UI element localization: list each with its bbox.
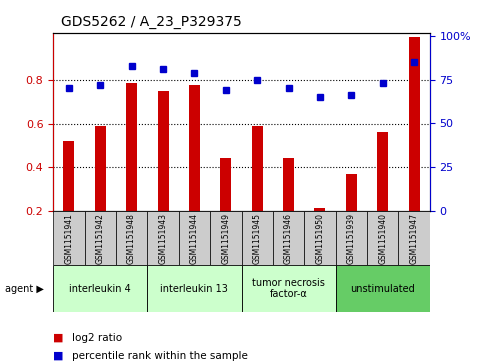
Bar (346, 174, 357, 254)
Bar (147, 211, 179, 265)
Text: interleukin 4: interleukin 4 (70, 284, 131, 294)
Bar (398, 211, 430, 265)
Bar (220, 159, 231, 254)
Text: GDS5262 / A_23_P329375: GDS5262 / A_23_P329375 (61, 15, 242, 29)
Text: GSM1151948: GSM1151948 (127, 213, 136, 264)
Text: GSM1151949: GSM1151949 (221, 213, 230, 264)
Bar (336, 211, 367, 265)
Bar (304, 211, 336, 265)
Text: GSM1151944: GSM1151944 (190, 213, 199, 264)
Bar (336, 265, 430, 312)
Text: ■: ■ (53, 351, 64, 361)
Bar (377, 132, 388, 254)
Bar (283, 159, 294, 254)
Text: percentile rank within the sample: percentile rank within the sample (72, 351, 248, 361)
Text: ■: ■ (53, 333, 64, 343)
Bar (189, 85, 200, 254)
Bar (367, 211, 398, 265)
Text: GSM1151939: GSM1151939 (347, 213, 356, 264)
Bar (242, 265, 336, 312)
Text: GSM1151950: GSM1151950 (315, 213, 325, 264)
Bar (210, 211, 242, 265)
Text: GSM1151947: GSM1151947 (410, 213, 419, 264)
Bar (126, 82, 137, 254)
Bar (116, 211, 147, 265)
Bar (85, 211, 116, 265)
Bar (273, 211, 304, 265)
Text: GSM1151941: GSM1151941 (64, 213, 73, 264)
Text: GSM1151943: GSM1151943 (158, 213, 168, 264)
Bar (314, 208, 326, 254)
Text: GSM1151942: GSM1151942 (96, 213, 105, 264)
Text: GSM1151946: GSM1151946 (284, 213, 293, 264)
Text: agent ▶: agent ▶ (5, 284, 43, 294)
Text: GSM1151945: GSM1151945 (253, 213, 262, 264)
Text: tumor necrosis
factor-α: tumor necrosis factor-α (252, 278, 325, 299)
Bar (53, 211, 85, 265)
Bar (179, 211, 210, 265)
Text: GSM1151940: GSM1151940 (378, 213, 387, 264)
Bar (53, 265, 147, 312)
Bar (409, 37, 420, 254)
Bar (252, 126, 263, 254)
Bar (147, 265, 242, 312)
Bar (157, 91, 169, 254)
Bar (63, 141, 74, 254)
Bar (242, 211, 273, 265)
Text: log2 ratio: log2 ratio (72, 333, 123, 343)
Text: unstimulated: unstimulated (350, 284, 415, 294)
Bar (95, 126, 106, 254)
Text: interleukin 13: interleukin 13 (160, 284, 228, 294)
